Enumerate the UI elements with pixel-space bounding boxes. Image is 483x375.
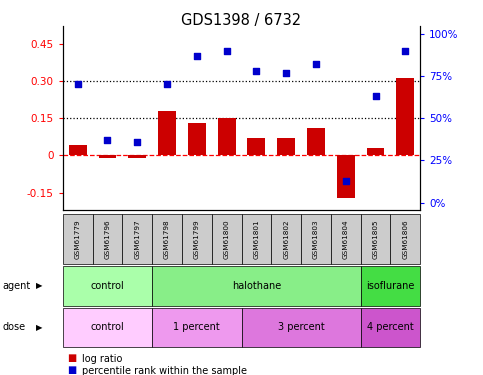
Text: GSM61779: GSM61779 — [75, 219, 81, 259]
Bar — [307, 128, 325, 155]
Text: isoflurane: isoflurane — [366, 281, 414, 291]
Text: GDS1398 / 6732: GDS1398 / 6732 — [182, 13, 301, 28]
Text: control: control — [91, 281, 124, 291]
Text: log ratio: log ratio — [82, 354, 123, 363]
Text: GSM61800: GSM61800 — [224, 219, 229, 259]
Text: GSM61796: GSM61796 — [104, 219, 111, 259]
Bar — [277, 138, 295, 155]
Point — [282, 69, 290, 75]
Text: agent: agent — [2, 281, 30, 291]
Text: GSM61806: GSM61806 — [402, 219, 408, 259]
Text: GSM61799: GSM61799 — [194, 219, 200, 259]
Point — [74, 81, 82, 87]
Point — [193, 53, 201, 58]
Text: ■: ■ — [68, 354, 77, 363]
Bar — [99, 155, 116, 158]
Point — [372, 93, 380, 99]
Text: dose: dose — [2, 322, 26, 332]
Point — [253, 68, 260, 74]
Bar — [247, 138, 265, 155]
Text: GSM61804: GSM61804 — [343, 219, 349, 259]
Point — [104, 137, 112, 143]
Text: control: control — [91, 322, 124, 332]
Text: 3 percent: 3 percent — [278, 322, 325, 332]
Point — [163, 81, 171, 87]
Text: 1 percent: 1 percent — [173, 322, 220, 332]
Bar — [218, 118, 236, 155]
Text: GSM61801: GSM61801 — [254, 219, 259, 259]
Text: GSM61802: GSM61802 — [283, 219, 289, 259]
Point — [401, 48, 409, 54]
Text: GSM61805: GSM61805 — [372, 219, 379, 259]
Text: GSM61798: GSM61798 — [164, 219, 170, 259]
Text: percentile rank within the sample: percentile rank within the sample — [82, 366, 247, 375]
Bar — [69, 146, 86, 155]
Bar — [158, 111, 176, 155]
Text: halothane: halothane — [232, 281, 281, 291]
Text: 4 percent: 4 percent — [367, 322, 414, 332]
Text: GSM61803: GSM61803 — [313, 219, 319, 259]
Text: ▶: ▶ — [36, 322, 43, 332]
Point — [342, 178, 350, 184]
Bar — [128, 155, 146, 158]
Text: ▶: ▶ — [36, 281, 43, 290]
Point — [312, 61, 320, 67]
Text: ■: ■ — [68, 366, 77, 375]
Text: GSM61797: GSM61797 — [134, 219, 140, 259]
Point — [133, 139, 141, 145]
Bar — [367, 148, 384, 155]
Bar — [188, 123, 206, 155]
Bar — [337, 155, 355, 198]
Bar — [397, 78, 414, 155]
Point — [223, 48, 230, 54]
